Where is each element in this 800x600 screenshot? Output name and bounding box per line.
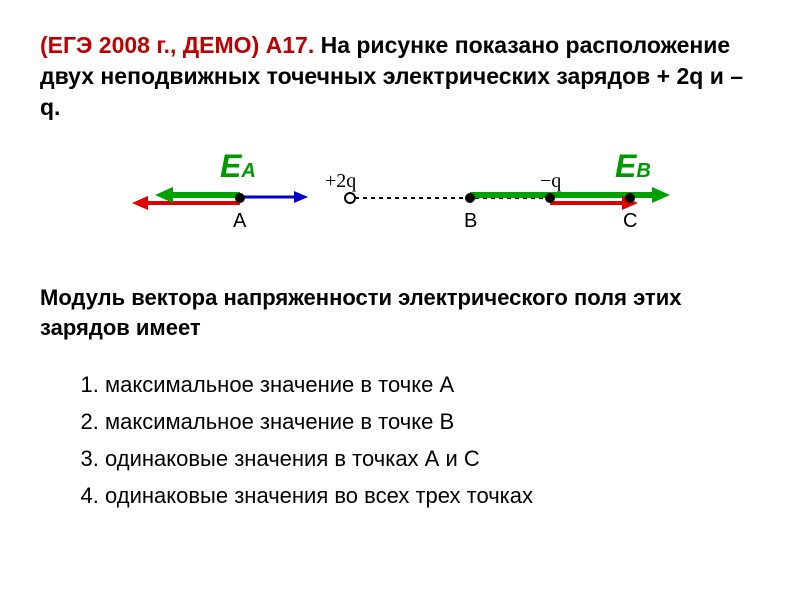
- diagram-container: ЕА ЕВ: [40, 148, 760, 258]
- charge-label-1: +2q: [325, 170, 356, 193]
- field-eb-sub: В: [636, 160, 650, 182]
- point-label-b: В: [464, 210, 477, 233]
- option-1: максимальное значение в точке А: [105, 368, 760, 401]
- field-eb-e: Е: [615, 148, 636, 184]
- field-label-eb: ЕВ: [615, 148, 651, 185]
- point-label-c: С: [623, 210, 637, 233]
- title-prefix: (ЕГЭ 2008 г., ДЕМО) А17.: [40, 32, 321, 58]
- option-4: одинаковые значения во всех трех точках: [105, 479, 760, 512]
- field-label-ea: ЕА: [220, 148, 256, 185]
- diagram-svg: [120, 148, 680, 258]
- charge-label-2: −q: [540, 170, 561, 193]
- field-ea-e: Е: [220, 148, 241, 184]
- field-ea-sub: А: [241, 160, 255, 182]
- field-diagram: ЕА ЕВ: [120, 148, 680, 258]
- answer-options: максимальное значение в точке А максимал…: [40, 368, 760, 512]
- option-3: одинаковые значения в точках А и С: [105, 442, 760, 475]
- point-label-a: А: [233, 210, 246, 233]
- question-title: (ЕГЭ 2008 г., ДЕМО) А17. На рисунке пока…: [40, 30, 760, 123]
- option-2: максимальное значение в точке В: [105, 405, 760, 438]
- sub-question: Модуль вектора напряженности электрическ…: [40, 283, 760, 342]
